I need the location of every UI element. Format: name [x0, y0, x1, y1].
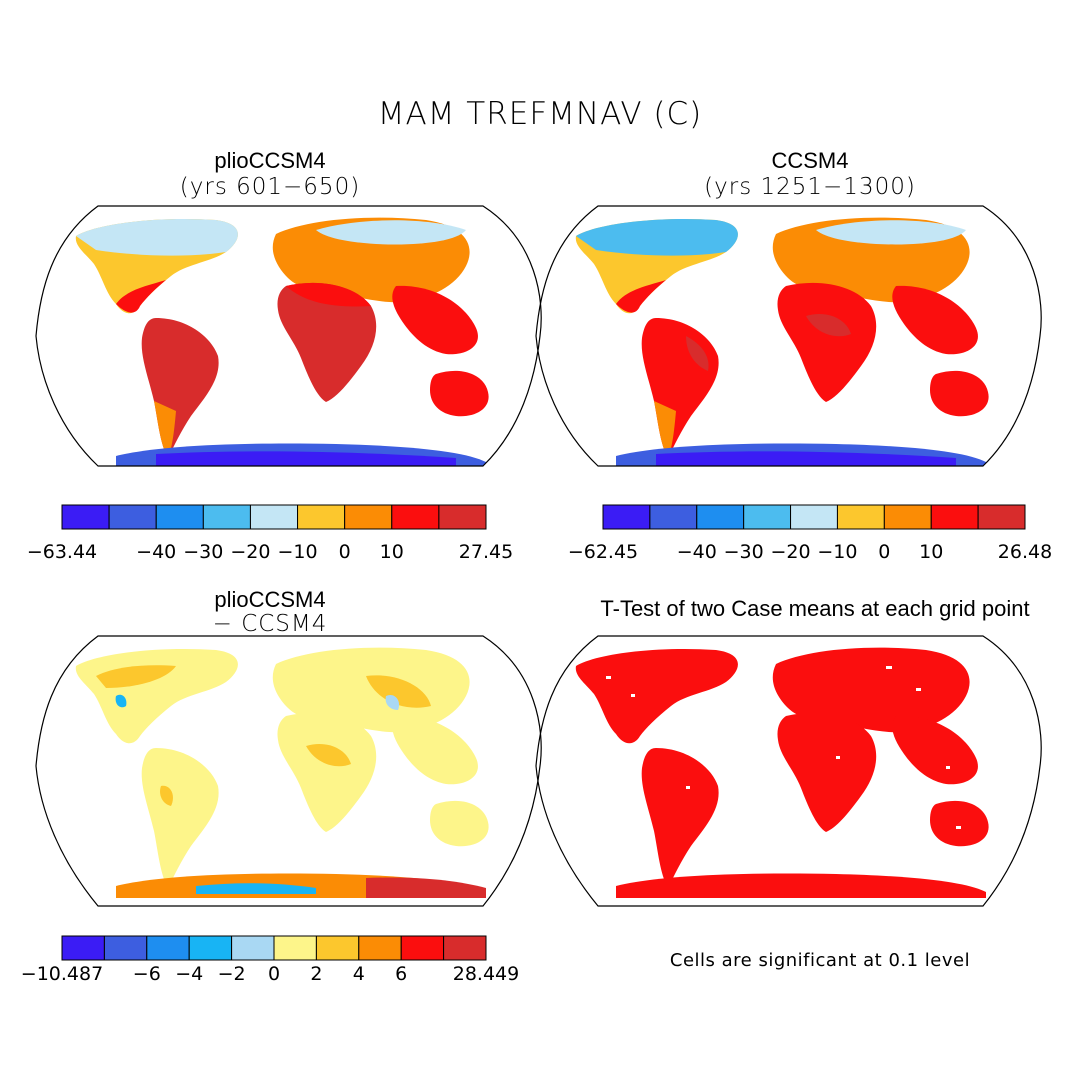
colorbar-swatch	[696, 504, 745, 530]
colorbar-swatch	[930, 504, 979, 530]
colorbar-swatch	[188, 935, 233, 961]
colorbar-swatch	[103, 935, 148, 961]
colorbar-label: −40	[136, 541, 176, 563]
colorbar-label: 26.48	[998, 541, 1052, 563]
panel-3-subtitle: − CCSM4	[212, 611, 328, 637]
colorbar-label: 27.45	[459, 541, 513, 563]
colorbar-label: 0	[878, 541, 890, 563]
colorbar-swatch	[155, 504, 204, 530]
colorbar-label: −20	[771, 541, 811, 563]
colorbar-swatch	[61, 504, 110, 530]
colorbar-label: 10	[919, 541, 943, 563]
colorbar-label: 6	[395, 963, 407, 985]
panel-1-subtitle: (yrs 601−650)	[179, 174, 361, 200]
map-border-2	[535, 205, 1042, 467]
map-panel-3	[75, 647, 489, 898]
map-panel-1	[75, 217, 489, 466]
colorbar-label: −10.487	[21, 963, 103, 985]
colorbar-label: 0	[339, 541, 351, 563]
colorbar-label: −62.45	[568, 541, 638, 563]
panel-3-title: plioCCSM4	[214, 587, 326, 612]
figure-title: MAM TREFMNAV (C)	[377, 96, 703, 132]
colorbar-swatch	[400, 935, 445, 961]
significance-note: Cells are significant at 0.1 level	[669, 950, 971, 971]
colorbar-swatch	[790, 504, 838, 530]
colorbar-label: −40	[677, 541, 717, 563]
colorbar-swatch	[977, 504, 1026, 530]
colorbar-label: −2	[218, 963, 246, 985]
panel-1-title: plioCCSM4	[214, 148, 326, 173]
colorbar-swatch	[883, 504, 932, 530]
colorbar-swatch	[344, 504, 393, 530]
colorbar-swatch	[315, 935, 360, 961]
panel-2-title: CCSM4	[771, 148, 849, 173]
colorbar-swatch	[443, 935, 487, 961]
colorbar-swatch	[61, 935, 105, 961]
colorbar-swatch	[391, 504, 440, 530]
colorbar-label: −6	[133, 963, 161, 985]
colorbar-swatch	[358, 935, 402, 961]
colorbar-swatch	[602, 504, 651, 530]
colorbar-3: −10.487 −6 −4 −2 0 2 4 6 28.449	[21, 935, 519, 985]
panel-4-title: T-Test of two Case means at each grid po…	[600, 596, 1030, 621]
colorbar-swatch	[649, 504, 698, 530]
colorbar-1: −63.44 −40 −30 −20 −10 0 10 27.45	[27, 504, 513, 563]
colorbar-label: 10	[380, 541, 404, 563]
colorbar-label: −30	[724, 541, 764, 563]
colorbar-swatch	[438, 504, 487, 530]
colorbar-label: 2	[310, 963, 322, 985]
panel-2-subtitle: (yrs 1251−1300)	[704, 174, 916, 200]
colorbar-swatch	[836, 504, 885, 530]
colorbar-label: −4	[175, 963, 203, 985]
colorbar-swatch	[202, 504, 251, 530]
colorbar-swatch	[231, 935, 275, 961]
colorbar-swatch	[273, 935, 317, 961]
colorbar-swatch	[743, 504, 792, 530]
colorbar-label: 0	[268, 963, 280, 985]
colorbar-label: 4	[353, 963, 365, 985]
map-panel-4	[575, 647, 989, 898]
colorbar-swatch	[108, 504, 157, 530]
colorbar-label: −63.44	[27, 541, 97, 563]
colorbar-label: −10	[278, 541, 318, 563]
colorbar-label: −20	[230, 541, 270, 563]
map-border-1	[35, 205, 542, 467]
colorbar-label: 28.449	[453, 963, 519, 985]
colorbar-2: −62.45 −40 −30 −20 −10 0 10 26.48	[568, 504, 1052, 563]
colorbar-swatch	[297, 504, 346, 530]
colorbar-label: −30	[183, 541, 223, 563]
colorbar-swatch	[146, 935, 190, 961]
map-border-3	[35, 635, 542, 907]
map-border-4	[535, 635, 1042, 907]
colorbar-swatch	[249, 504, 299, 530]
map-panel-2	[575, 217, 989, 466]
colorbar-label: −10	[817, 541, 857, 563]
